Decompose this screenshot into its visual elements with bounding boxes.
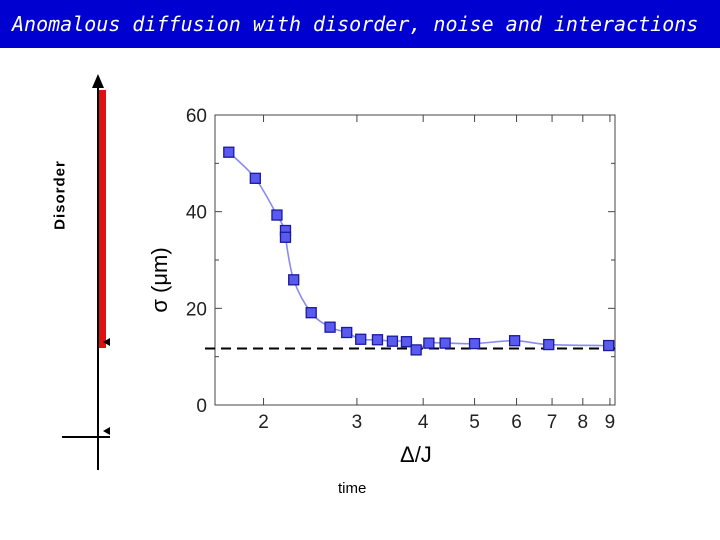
tick-labels: 0 20 40 60 2 3 4 5 6 7 8 9 <box>186 106 615 433</box>
pointer-mark-lower <box>103 427 110 435</box>
data-point <box>271 209 283 221</box>
y-tick-label: 0 <box>196 396 207 417</box>
axis-ticks <box>215 114 615 406</box>
pointer-mark-upper <box>103 338 110 346</box>
x-tick-label: 8 <box>578 412 589 433</box>
x-tick-label: 6 <box>511 412 522 433</box>
data-point <box>386 335 399 347</box>
data-point <box>341 326 353 339</box>
x-tick-label: 5 <box>469 412 480 433</box>
data-point <box>288 274 300 286</box>
x-tick-label: 3 <box>352 412 363 433</box>
data-point <box>305 307 317 319</box>
data-point <box>371 334 384 346</box>
data-point <box>603 339 615 352</box>
disorder-axis-arrow <box>92 74 104 88</box>
data-point <box>468 337 481 350</box>
y-tick-label: 60 <box>186 106 207 127</box>
marker-layer <box>223 146 615 356</box>
curve-layer <box>228 151 609 351</box>
data-point <box>324 321 336 333</box>
plot-frame <box>214 114 616 406</box>
data-point <box>355 333 367 345</box>
data-point <box>423 337 435 349</box>
x-tick-label: 4 <box>418 412 429 433</box>
data-point <box>439 337 451 349</box>
data-point <box>508 335 521 347</box>
x-tick-label: 2 <box>258 412 269 433</box>
time-axis-label: time <box>338 480 367 497</box>
y-tick-label: 20 <box>186 299 207 320</box>
title-bar: Anomalous diffusion with disorder, noise… <box>0 0 720 48</box>
disorder-bar <box>98 90 106 348</box>
y-axis-label: σ (μm) <box>147 247 172 313</box>
series-curve <box>228 151 609 351</box>
slide-title: Anomalous diffusion with disorder, noise… <box>12 12 699 36</box>
data-point <box>543 338 555 351</box>
x-axis-label: Δ/J <box>400 442 432 467</box>
data-point <box>223 146 235 158</box>
x-tick-label: 7 <box>547 412 558 433</box>
data-point <box>400 336 413 348</box>
data-point <box>279 231 292 243</box>
x-tick-label: 9 <box>605 412 616 433</box>
data-point <box>249 172 261 184</box>
y-tick-label: 40 <box>186 203 207 224</box>
data-point <box>410 344 422 356</box>
